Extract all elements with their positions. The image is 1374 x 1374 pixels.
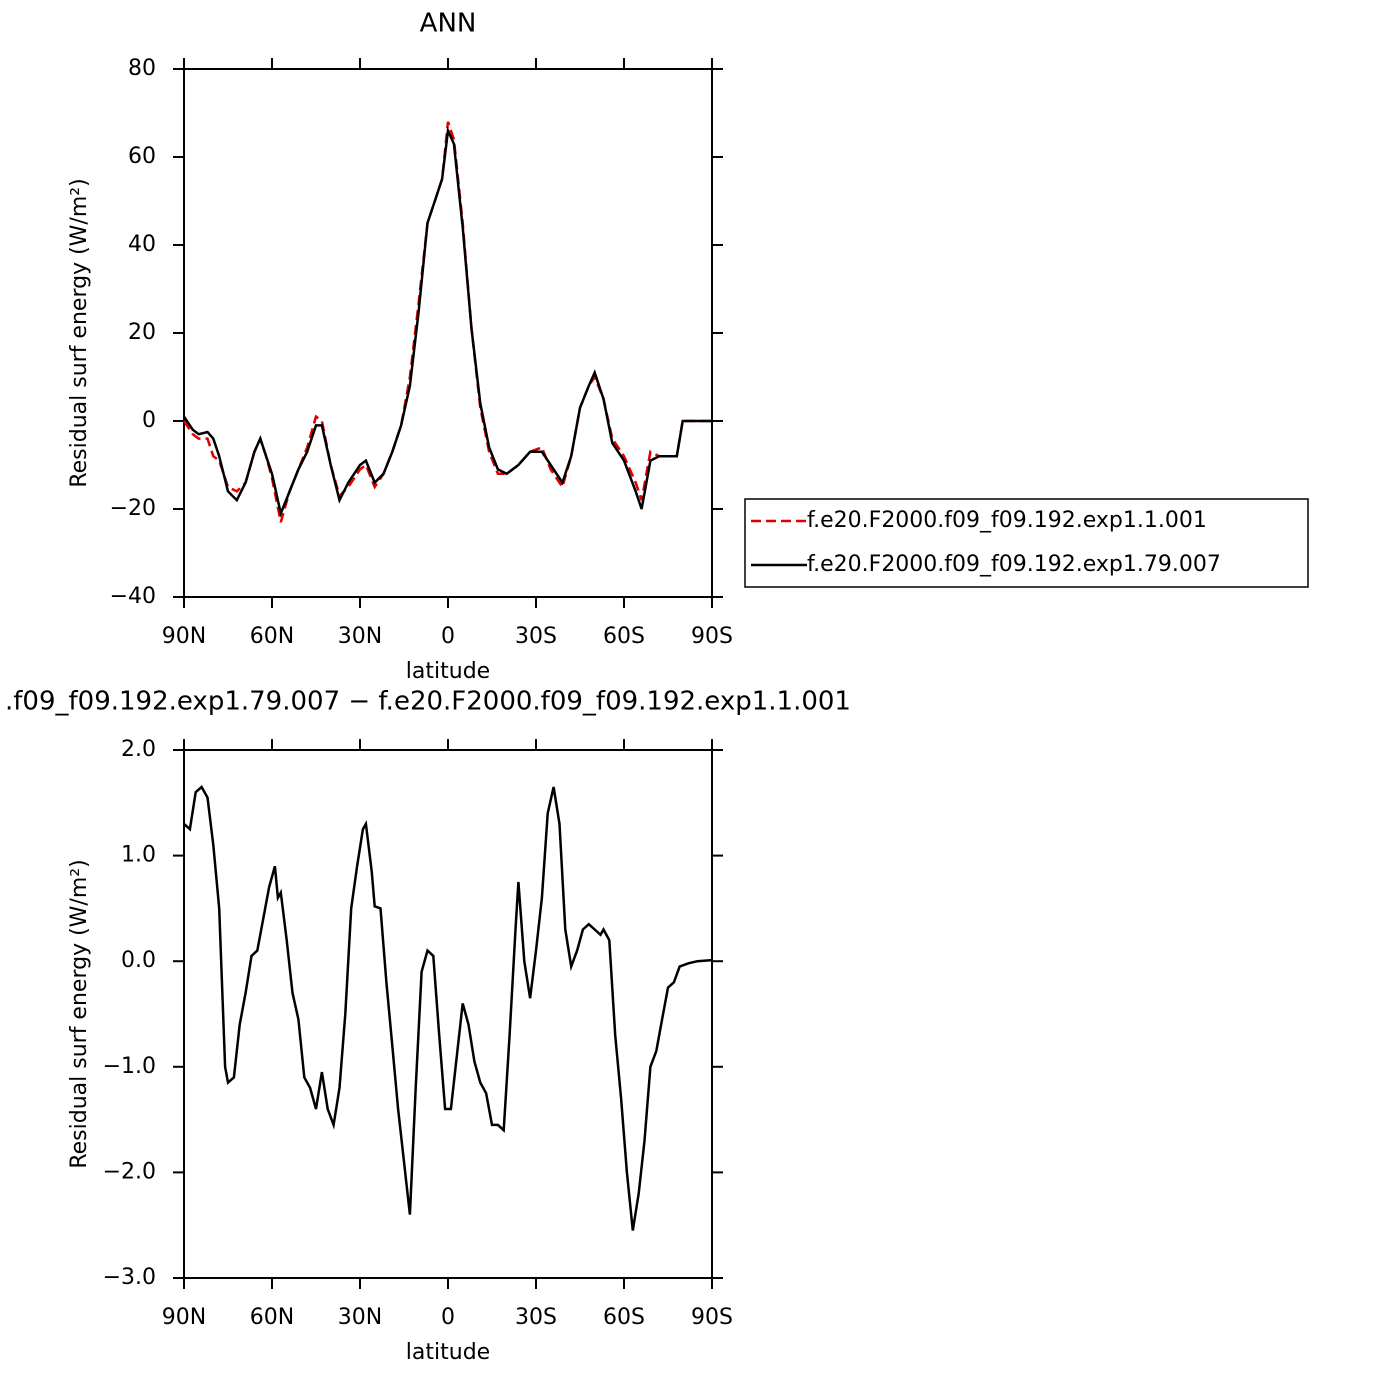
x-axis-label: latitude	[406, 659, 490, 684]
y-tick-label: 0	[142, 408, 156, 433]
legend-box	[744, 498, 1309, 588]
y-tick-label: 80	[128, 56, 156, 81]
x-tick-label: 90S	[691, 1305, 733, 1330]
x-tick-label: 60S	[603, 1305, 645, 1330]
chart-title: ANN	[420, 9, 477, 39]
plot-frame	[183, 68, 713, 598]
x-tick-label: 30N	[338, 1305, 382, 1330]
y-tick-label: −40	[110, 584, 156, 609]
y-tick-label: 40	[128, 232, 156, 257]
x-tick-label: 30S	[515, 624, 557, 649]
x-tick-label: 90N	[162, 1305, 206, 1330]
data-line	[183, 785, 713, 1231]
chart-title: .f09_f09.192.exp1.79.007 − f.e20.F2000.f…	[5, 687, 851, 717]
x-axis-label: latitude	[406, 1340, 490, 1365]
legend-label: f.e20.F2000.f09_f09.192.exp1.79.007	[807, 552, 1221, 577]
x-tick-label: 30N	[338, 624, 382, 649]
x-tick-label: 30S	[515, 1305, 557, 1330]
x-tick-label: 60S	[603, 624, 645, 649]
y-tick-label: −3.0	[103, 1265, 156, 1290]
plot-frame	[183, 749, 713, 1279]
y-tick-label: 0.0	[121, 948, 156, 973]
x-tick-label: 0	[441, 624, 455, 649]
x-tick-label: 60N	[250, 624, 294, 649]
y-tick-label: −1.0	[103, 1054, 156, 1079]
x-tick-label: 90S	[691, 624, 733, 649]
legend-label: f.e20.F2000.f09_f09.192.exp1.1.001	[807, 508, 1207, 533]
y-tick-label: −2.0	[103, 1159, 156, 1184]
y-tick-label: 2.0	[121, 737, 156, 762]
y-axis-label: Residual surf energy (W/m²)	[67, 178, 92, 487]
x-tick-label: 90N	[162, 624, 206, 649]
y-tick-label: 20	[128, 320, 156, 345]
x-tick-label: 0	[441, 1305, 455, 1330]
x-tick-label: 60N	[250, 1305, 294, 1330]
data-line	[182, 125, 712, 518]
y-tick-label: 1.0	[121, 843, 156, 868]
data-line	[182, 121, 712, 523]
y-tick-label: 60	[128, 144, 156, 169]
y-tick-label: −20	[110, 496, 156, 521]
y-axis-label: Residual surf energy (W/m²)	[67, 859, 92, 1168]
